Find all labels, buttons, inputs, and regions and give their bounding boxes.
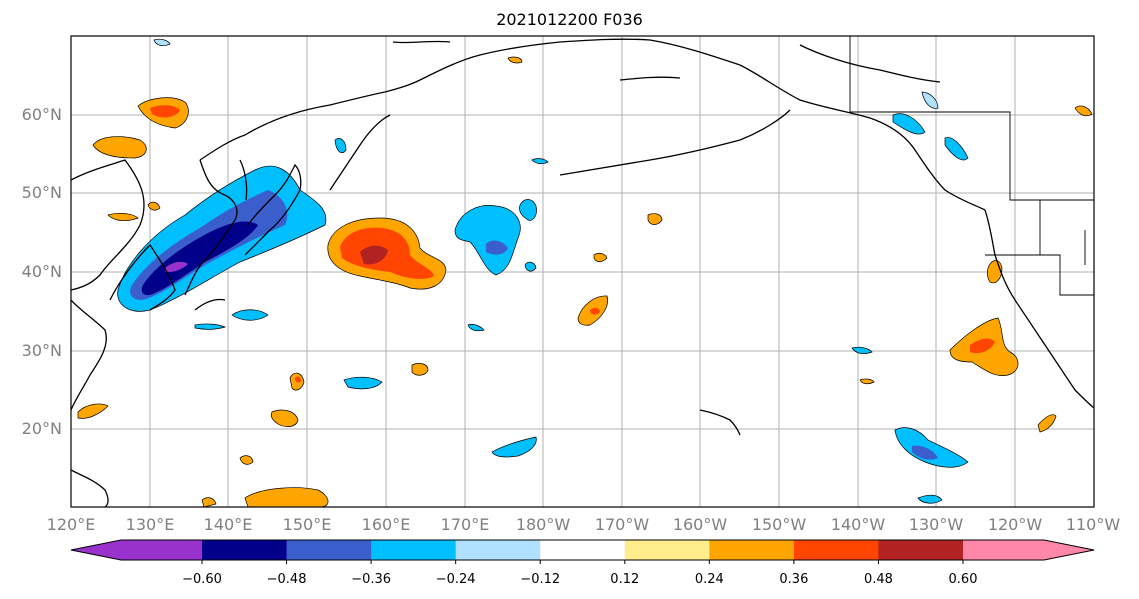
colorbar-outline: [70, 539, 1095, 561]
lat-label-40n: 40°N: [22, 262, 62, 281]
colorbar-tick-label: −0.60: [182, 572, 222, 587]
lon-label-130e: 130°E: [126, 515, 175, 534]
colorbar-tick-label: −0.36: [351, 572, 391, 587]
colorbar-tick-label: 0.24: [695, 572, 724, 587]
negative-anomaly-japan-min: [165, 261, 188, 273]
lon-label-140w: 140°W: [831, 515, 886, 534]
colorbar-extension-high: [963, 540, 1094, 560]
colorbar-tick-label: 0.12: [610, 572, 639, 587]
lon-label-180w: 180°W: [516, 515, 571, 534]
coastlines: [71, 38, 1094, 507]
colorbar: −0.60 −0.48 −0.36 −0.24 −0.12 0.12 0.24 0.36 0.4…: [70, 539, 1095, 587]
lon-label-120w: 120°W: [988, 515, 1043, 534]
colorbar-tick-label: 0.60: [949, 572, 978, 587]
colorbar-segment: [878, 540, 964, 560]
lon-label-150w: 150°W: [752, 515, 807, 534]
colorbar-segment: [540, 540, 626, 560]
map-title: 2021012200 F036: [496, 10, 643, 29]
lon-label-130w: 130°W: [909, 515, 964, 534]
colorbar-tick-label: 0.48: [864, 572, 893, 587]
lon-label-110w: 110°W: [1066, 515, 1121, 534]
longitude-labels: 120°E 130°E 140°E 150°E 160°E 170°E 180°…: [47, 515, 1121, 534]
colorbar-tick-label: −0.48: [267, 572, 307, 587]
colorbar-segment: [793, 540, 879, 560]
negative-anomaly-japan-core: [141, 221, 258, 296]
lat-label-60n: 60°N: [22, 105, 62, 124]
positive-anomaly-main-core: [360, 245, 388, 265]
colorbar-tick-label: −0.12: [520, 572, 560, 587]
lon-label-150e: 150°E: [283, 515, 332, 534]
colorbar-extension-low: [71, 540, 202, 560]
colorbar-ticks: −0.60 −0.48 −0.36 −0.24 −0.12 0.12 0.24 0.36 0.4…: [182, 560, 977, 587]
negative-anomaly-central-inner: [486, 240, 508, 255]
negative-anomaly-subtropic: [894, 427, 969, 468]
latitude-labels: 60°N 50°N 40°N 30°N 20°N: [22, 105, 62, 438]
lat-label-20n: 20°N: [22, 419, 62, 438]
lon-label-120e: 120°E: [47, 515, 96, 534]
borders: [849, 36, 1094, 296]
colorbar-tick-label: 0.36: [779, 572, 808, 587]
positive-anomaly-main-inner: [340, 227, 434, 279]
lat-label-50n: 50°N: [22, 183, 62, 202]
lon-label-160w: 160°W: [673, 515, 728, 534]
lat-label-30n: 30°N: [22, 341, 62, 360]
colorbar-segments: [70, 539, 1095, 561]
colorbar-segment: [455, 540, 541, 560]
colorbar-segment: [624, 540, 710, 560]
colorbar-segment: [709, 540, 795, 560]
colorbar-segment: [286, 540, 372, 560]
lon-label-170e: 170°E: [441, 515, 490, 534]
map-frame: [70, 35, 1095, 508]
colorbar-tick-label: −0.24: [436, 572, 476, 587]
lon-label-140e: 140°E: [204, 515, 253, 534]
colorbar-segment: [202, 540, 288, 560]
lon-label-170w: 170°W: [595, 515, 650, 534]
lon-label-160e: 160°E: [362, 515, 411, 534]
colorbar-segment: [371, 540, 457, 560]
negative-anomaly-central: [454, 205, 521, 276]
